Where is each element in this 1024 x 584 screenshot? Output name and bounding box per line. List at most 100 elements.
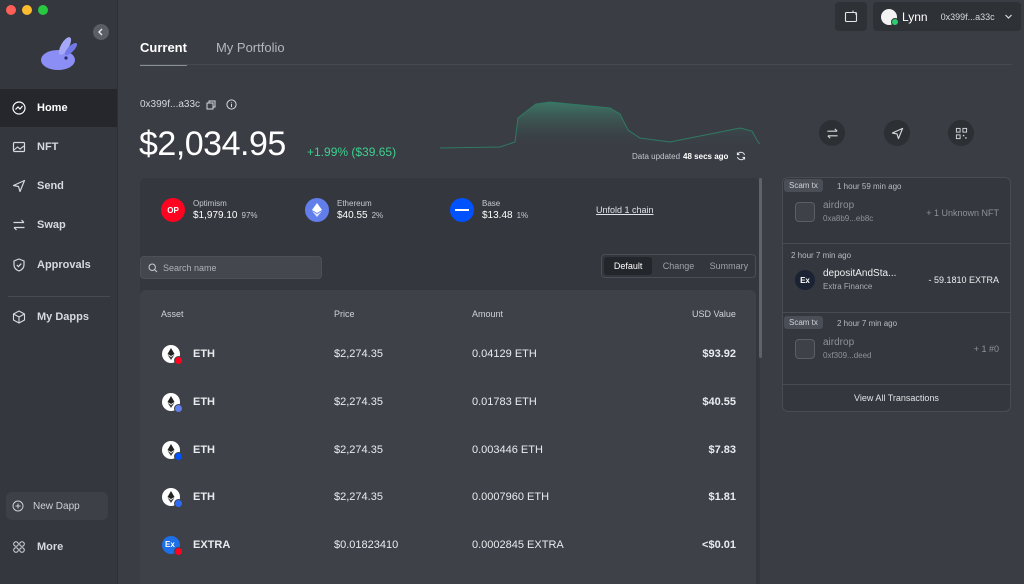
sidebar-item-label: Home (37, 102, 68, 114)
sidebar-item-label: Approvals (37, 259, 91, 271)
collapse-sidebar-button[interactable] (93, 24, 109, 40)
asset-symbol: EXTRA (193, 539, 231, 551)
sidebar-item-label: NFT (37, 141, 59, 153)
assets-table (140, 290, 756, 584)
asset-amount: 0.003446 ETH (472, 444, 543, 456)
data-updated: Data updated 48 secs ago (632, 151, 746, 161)
wallet-address-row: 0x399f...a33c (140, 99, 237, 110)
account-switcher[interactable]: Lynn 0x399f...a33c (873, 2, 1021, 31)
column-header-amount[interactable]: Amount (472, 309, 504, 319)
table-row[interactable]: ETH $2,274.35 0.01783 ETH $40.55 (140, 378, 756, 426)
tx-amount: + 1 #0 (973, 344, 999, 354)
window-controls (6, 5, 48, 15)
chain-summary-base[interactable]: Base $13.48 1% (450, 198, 528, 222)
sidebar-item-send[interactable]: Send (0, 167, 117, 205)
tx-time: 1 hour 59 min ago (837, 182, 902, 191)
scrollbar[interactable] (759, 178, 762, 358)
tab-my-portfolio[interactable]: My Portfolio (215, 40, 285, 55)
tx-time: 2 hour 7 min ago (837, 319, 898, 328)
sidebar-item-more[interactable]: More (0, 528, 117, 566)
table-row[interactable]: ETH $2,274.35 0.0007960 ETH $1.81 (140, 473, 756, 521)
info-icon[interactable] (226, 99, 237, 110)
tx-title[interactable]: depositAndSta... (823, 268, 897, 279)
sidebar-divider (8, 296, 110, 297)
tx-amount: - 59.1810 EXTRA (928, 275, 999, 285)
tx-address: 0xf309...deed (823, 351, 872, 360)
tx-title[interactable]: airdrop (823, 337, 855, 348)
sidebar-item-nft[interactable]: NFT (0, 128, 117, 166)
asset-price: $0.01823410 (334, 539, 399, 551)
new-dapp-button[interactable]: New Dapp (6, 492, 108, 520)
asset-price: $2,274.35 (334, 348, 383, 360)
scan-button[interactable] (835, 2, 867, 31)
chain-percent: 1% (516, 211, 529, 220)
table-row[interactable]: ETH $2,274.35 0.04129 ETH $93.92 (140, 330, 756, 378)
maximize-window-button[interactable] (38, 5, 48, 15)
optimism-icon: OP (161, 198, 185, 222)
tx-divider (783, 243, 1010, 244)
asset-usd-value: $93.92 (702, 348, 736, 360)
chain-name: Base (482, 199, 501, 208)
chevron-down-icon (1004, 14, 1012, 19)
eth-token-icon (162, 488, 183, 508)
qr-code-icon (955, 127, 967, 139)
asset-amount: 0.04129 ETH (472, 348, 537, 360)
asset-price: $2,274.35 (334, 444, 383, 456)
search-icon (148, 262, 158, 272)
scam-tx-tag: Scam tx (784, 316, 823, 329)
asset-usd-value: <$0.01 (702, 539, 736, 551)
chain-badge-icon (174, 404, 183, 413)
chain-summary-ethereum[interactable]: Ethereum $40.55 2% (305, 198, 383, 222)
chain-name: Optimism (193, 199, 227, 208)
send-icon (891, 127, 903, 139)
sidebar-item-swap[interactable]: Swap (0, 206, 117, 244)
tx-address: 0xa8b9...eb8c (823, 214, 874, 223)
view-mode-change[interactable]: Change (662, 261, 695, 271)
asset-usd-value: $7.83 (708, 444, 736, 456)
minimize-window-button[interactable] (22, 5, 32, 15)
tx-title[interactable]: airdrop (823, 200, 855, 211)
eth-token-icon (162, 345, 183, 365)
receive-action-button[interactable] (948, 120, 974, 146)
view-mode-toggle: Default Change Summary (601, 254, 756, 278)
view-mode-summary[interactable]: Summary (709, 261, 749, 271)
copy-icon[interactable] (206, 100, 216, 110)
scan-icon (844, 10, 858, 22)
total-balance: $2,034.95 (139, 125, 286, 163)
asset-price: $2,274.35 (334, 396, 383, 408)
refresh-icon[interactable] (736, 151, 746, 161)
tx-time: 2 hour 7 min ago (791, 251, 852, 260)
column-header-asset[interactable]: Asset (161, 309, 184, 319)
column-header-usd-value[interactable]: USD Value (692, 309, 736, 319)
asset-search[interactable] (140, 256, 322, 279)
close-window-button[interactable] (6, 5, 16, 15)
send-action-button[interactable] (884, 120, 910, 146)
swap-icon (13, 219, 25, 231)
sidebar: Home NFT Send Swap Approvals My Dapps Ne… (0, 0, 118, 584)
unknown-token-icon (795, 202, 815, 222)
account-name: Lynn (902, 9, 928, 24)
view-mode-default[interactable]: Default (604, 257, 653, 275)
sidebar-item-approvals[interactable]: Approvals (0, 246, 117, 284)
table-row[interactable]: ETH $2,274.35 0.003446 ETH $7.83 (140, 426, 756, 474)
column-header-price[interactable]: Price (334, 309, 355, 319)
search-input[interactable] (163, 262, 313, 273)
tab-current[interactable]: Current (140, 40, 187, 66)
shield-icon (13, 258, 25, 272)
sidebar-item-home[interactable]: Home (0, 89, 117, 127)
rabby-logo (41, 37, 78, 70)
sidebar-item-label: More (37, 541, 64, 553)
chain-value: $40.55 (337, 210, 368, 221)
cube-icon (12, 310, 26, 324)
eth-token-icon (162, 441, 183, 461)
tab-bar: Current My Portfolio (140, 40, 285, 66)
chain-badge-icon (174, 452, 183, 461)
view-all-transactions-button[interactable]: View All Transactions (854, 393, 939, 403)
table-row[interactable]: Ex EXTRA $0.01823410 0.0002845 EXTRA <$0.01 (140, 521, 756, 569)
sidebar-item-my-dapps[interactable]: My Dapps (0, 298, 117, 336)
tx-divider (783, 312, 1010, 313)
chain-summary-optimism[interactable]: OP Optimism $1,979.10 97% (161, 198, 258, 222)
unfold-chains-link[interactable]: Unfold 1 chain (596, 205, 654, 215)
asset-usd-value: $40.55 (702, 396, 736, 408)
swap-action-button[interactable] (819, 120, 845, 146)
